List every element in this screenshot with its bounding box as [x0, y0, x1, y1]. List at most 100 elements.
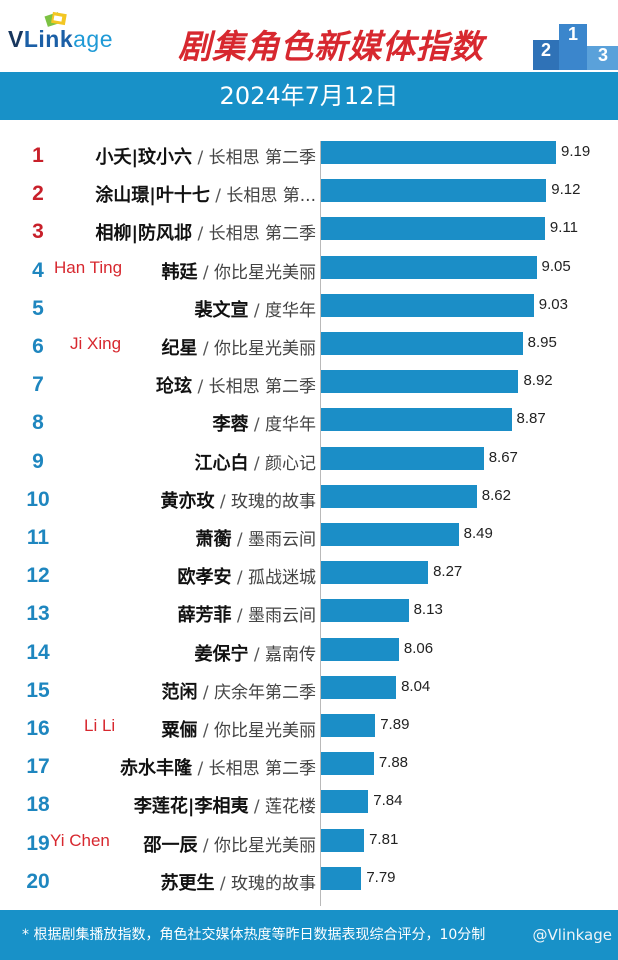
- value-bar: [321, 599, 409, 623]
- label-separator: /: [231, 530, 248, 550]
- chart-row: 3 相柳|防风邶 / 长相思 第二季 9.11: [0, 196, 618, 244]
- label-separator: /: [192, 377, 209, 398]
- row-label: 纪星 / 你比星光美丽: [161, 334, 316, 360]
- watermark: @Vlinkage: [532, 926, 612, 944]
- show-name: 度华年: [265, 415, 316, 436]
- label-separator: /: [248, 300, 265, 321]
- label-separator: /: [248, 453, 265, 474]
- role-name: 范闲: [161, 681, 198, 703]
- rank-number: 13: [26, 602, 50, 626]
- ranking-chart: 1 小夭|玟小六 / 长相思 第二季 9.19 2 涂山璟|叶十七 / 长相思 第...…: [0, 120, 618, 910]
- show-name: 长相思 第二季: [208, 148, 316, 168]
- row-label: 江心白 / 颜心记: [194, 449, 316, 475]
- show-name: 墨雨云间: [248, 530, 316, 550]
- rank-number: 20: [26, 869, 50, 893]
- chart-row: 9 江心白 / 颜心记 8.67: [0, 426, 618, 474]
- name-annotation: Yi Chen: [50, 830, 110, 850]
- row-label: 姜保宁 / 嘉南传: [194, 640, 316, 666]
- show-name: 长相思 第二季: [208, 377, 316, 398]
- chart-row: 17 赤水丰隆 / 长相思 第二季 7.88: [0, 731, 618, 779]
- rank-number: 8: [32, 411, 44, 435]
- rank-number: 6: [32, 335, 44, 358]
- rank-number: 7: [32, 373, 44, 397]
- value-bar: [321, 370, 519, 394]
- show-name: 你比星光美丽: [214, 339, 316, 359]
- label-separator: /: [192, 759, 209, 780]
- label-separator: /: [214, 491, 231, 512]
- role-name: 李莲花|李相夷: [133, 796, 249, 818]
- label-separator: /: [248, 415, 265, 436]
- show-name: 你比星光美丽: [214, 835, 316, 856]
- value-label: 9.12: [551, 181, 581, 199]
- role-name: 小夭|玟小六: [95, 147, 193, 168]
- value-bar: [321, 332, 523, 355]
- role-name: 李蓉: [212, 414, 249, 436]
- rank-number: 11: [26, 526, 50, 549]
- svg-text:2: 2: [541, 40, 551, 60]
- logo-cards-icon: [44, 11, 67, 27]
- row-label: 涂山璟|叶十七 / 长相思 第...: [95, 181, 316, 207]
- role-name: 韩廷: [161, 261, 198, 283]
- row-label: 李蓉 / 度华年: [212, 410, 316, 436]
- value-bar: [321, 141, 556, 164]
- show-name: 孤战迷城: [248, 568, 316, 589]
- chart-row: 15 范闲 / 庆余年第二季 8.04: [0, 655, 618, 703]
- chart-row: 14 姜保宁 / 嘉南传 8.06: [0, 617, 618, 665]
- rank-number: 1: [32, 144, 44, 167]
- value-label: 7.81: [369, 830, 399, 848]
- show-name: 玫瑰的故事: [231, 873, 316, 894]
- value-label: 9.03: [538, 295, 568, 313]
- logo-link: Link: [23, 26, 74, 52]
- footnote: * 根据剧集播放指数，角色社交媒体热度等昨日数据表现综合评分，10分制: [22, 927, 486, 943]
- value-bar: [321, 408, 512, 432]
- value-bar: [321, 828, 365, 852]
- chart-row: 10 黄亦玫 / 玫瑰的故事 8.62: [0, 464, 618, 512]
- role-name: 玱玹: [156, 376, 193, 398]
- value-bar: [321, 675, 397, 699]
- value-label: 7.89: [380, 716, 410, 733]
- value-bar: [321, 714, 376, 737]
- role-name: 苏更生: [160, 872, 215, 894]
- chart-row: 18 李莲花|李相夷 / 莲花楼 7.84: [0, 769, 618, 817]
- label-separator: /: [197, 339, 214, 359]
- chart-row: 13 薛芳菲 / 墨雨云间 8.13: [0, 578, 618, 626]
- row-label: 粟俪 / 你比星光美丽: [161, 716, 316, 742]
- show-name: 嘉南传: [265, 644, 316, 665]
- role-name: 江心白: [194, 452, 249, 474]
- label-separator: /: [248, 644, 265, 665]
- header: VLinkage 剧集角色新媒体指数 2 1 3: [0, 0, 618, 72]
- show-name: 庆余年第二季: [214, 682, 316, 703]
- value-label: 8.62: [481, 486, 511, 504]
- value-bar: [321, 561, 429, 585]
- label-separator: /: [197, 262, 214, 283]
- chart-row: 2 涂山璟|叶十七 / 长相思 第... 9.12: [0, 158, 618, 206]
- logo-age: age: [73, 26, 113, 52]
- role-name: 裴文宣: [194, 299, 249, 321]
- value-label: 9.05: [541, 257, 571, 275]
- chart-row: 5 裴文宣 / 度华年 9.03: [0, 273, 618, 321]
- value-bar: [321, 179, 547, 203]
- chart-row: 6 纪星 / 你比星光美丽 Ji Xing 8.95: [0, 311, 618, 359]
- row-label: 黄亦玫 / 玫瑰的故事: [160, 487, 316, 513]
- value-label: 8.87: [516, 410, 546, 428]
- name-annotation: Li Li: [84, 716, 116, 735]
- rank-number: 3: [32, 220, 44, 244]
- show-name: 长相思 第二季: [208, 759, 316, 780]
- show-name: 莲花楼: [265, 797, 316, 818]
- rank-number: 5: [32, 296, 44, 320]
- chart-row: 1 小夭|玟小六 / 长相思 第二季 9.19: [0, 120, 618, 168]
- role-name: 赤水丰隆: [120, 758, 193, 780]
- role-name: 黄亦玫: [160, 490, 215, 512]
- label-separator: /: [214, 873, 231, 894]
- value-bar: [321, 293, 534, 317]
- chart-row: 7 玱玹 / 长相思 第二季 8.92: [0, 349, 618, 397]
- value-label: 8.27: [433, 563, 463, 581]
- show-name: 墨雨云间: [248, 606, 316, 627]
- rank-number: 14: [26, 640, 50, 664]
- value-label: 7.84: [373, 792, 403, 810]
- rank-number: 15: [26, 678, 50, 702]
- value-label: 9.11: [549, 219, 578, 237]
- label-separator: /: [231, 606, 248, 627]
- value-bar: [321, 790, 369, 814]
- label-separator: /: [197, 682, 214, 703]
